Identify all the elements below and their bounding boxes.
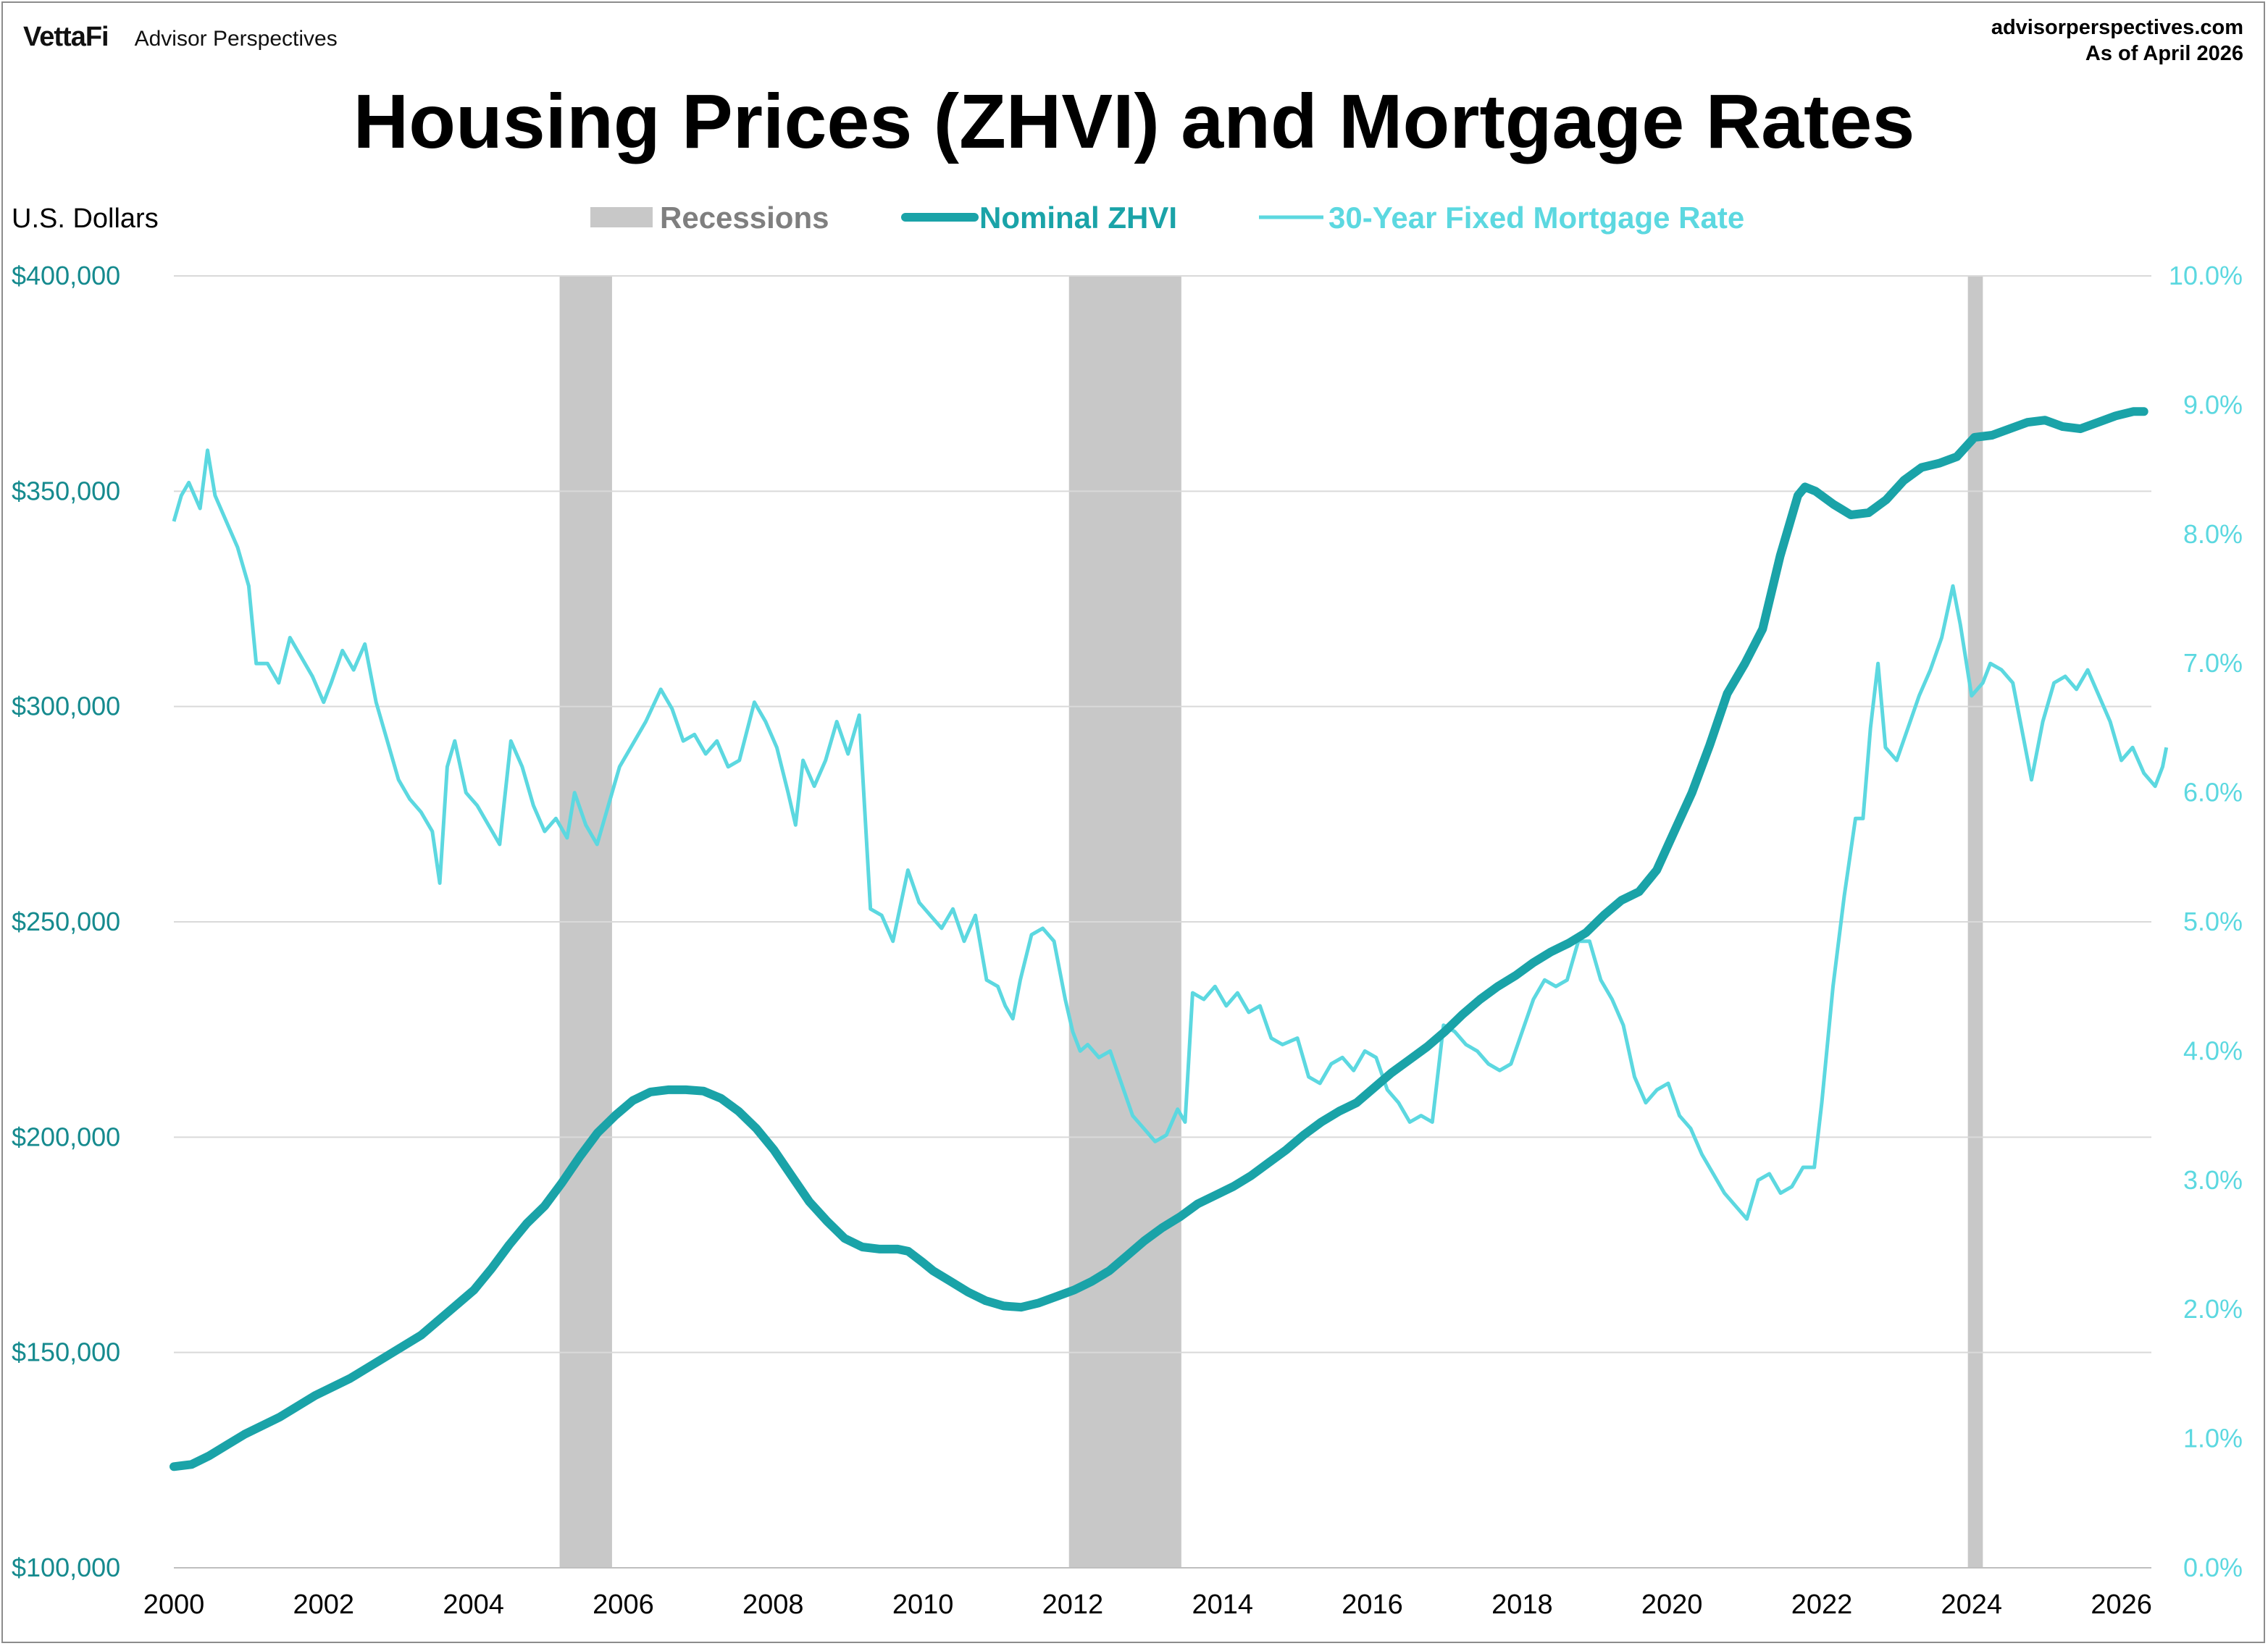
y-tick-label: $300,000 [12,692,120,721]
y-tick-label: $200,000 [12,1122,120,1151]
x-tick-label: 2016 [1342,1590,1403,1620]
y-axis-title: U.S. Dollars [12,203,159,234]
legend-zhvi-label: Nominal ZHVI [979,201,1177,235]
y2-tick-label: 9.0% [2183,390,2243,419]
legend-recession-swatch [590,207,653,227]
y2-tick-label: 8.0% [2183,519,2243,549]
y-tick-label: $150,000 [12,1338,120,1367]
x-tick-label: 2020 [1641,1590,1703,1620]
y2-tick-label: 1.0% [2183,1424,2243,1453]
y2-tick-label: 0.0% [2183,1553,2243,1582]
legend-recession-label: Recessions [660,201,829,235]
zhvi-line [170,407,2148,1471]
x-tick-label: 2000 [143,1590,205,1620]
brand-subtitle: Advisor Perspectives [134,27,338,51]
x-tick-label: 2008 [742,1590,804,1620]
y2-tick-label: 5.0% [2183,907,2243,936]
x-tick-label: 2022 [1791,1590,1853,1620]
x-tick-label: 2004 [443,1590,504,1620]
y2-tick-label: 6.0% [2183,778,2243,807]
x-tick-label: 2024 [1941,1590,2003,1620]
y-tick-label: $100,000 [12,1553,120,1582]
x-tick-label: 2002 [293,1590,355,1620]
source-site: advisorperspectives.com [1991,16,2243,39]
vettafi-logo: VettaFi [23,22,109,52]
chart-title: Housing Prices (ZHVI) and Mortgage Rates [353,79,1915,164]
mortgage-rate-line [172,448,2169,1221]
legend-mortgage-label: 30-Year Fixed Mortgage Rate [1328,201,1744,235]
y-tick-label: $400,000 [12,261,120,290]
y2-tick-label: 3.0% [2183,1165,2243,1195]
x-tick-label: 2006 [593,1590,654,1620]
y2-tick-label: 2.0% [2183,1294,2243,1324]
x-tick-label: 2026 [2091,1590,2152,1620]
y2-tick-label: 7.0% [2183,648,2243,678]
y-tick-label: $250,000 [12,907,120,936]
x-tick-label: 2014 [1192,1590,1253,1620]
x-tick-label: 2012 [1042,1590,1104,1620]
x-tick-label: 2018 [1491,1590,1553,1620]
x-tick-label: 2010 [892,1590,954,1620]
y-tick-label: $350,000 [12,476,120,505]
as-of-date: As of April 2026 [2085,42,2243,65]
y2-tick-label: 10.0% [2169,261,2243,290]
brand: VettaFi Advisor Perspectives [23,22,338,53]
y2-tick-label: 4.0% [2183,1036,2243,1065]
source-note: advisorperspectives.com As of April 2026 [1991,14,2243,67]
